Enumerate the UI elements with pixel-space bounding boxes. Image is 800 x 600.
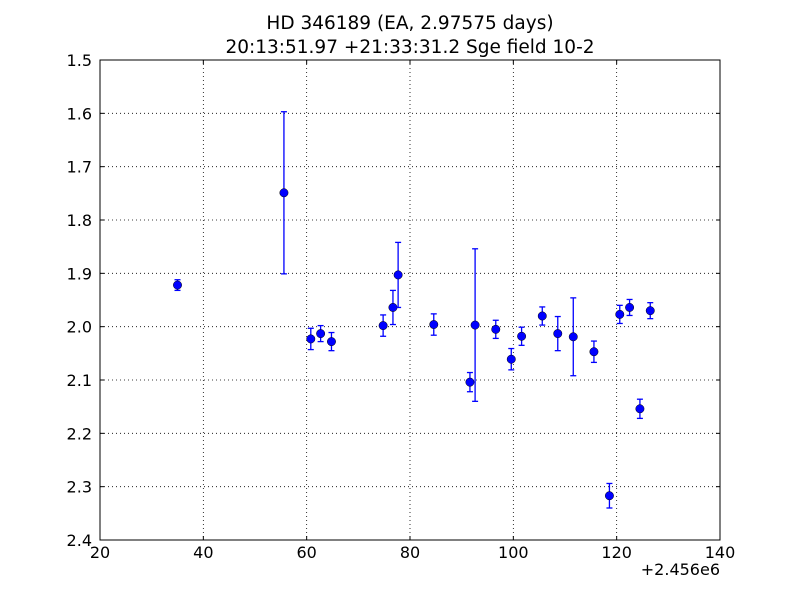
- chart-subtitle: 20:13:51.97 +21:33:31.2 Sge field 10-2: [225, 37, 594, 58]
- x-tick-label: 60: [296, 543, 316, 562]
- data-point: [635, 404, 645, 414]
- y-tick-labels: 1.5 1.6 1.7 1.8 1.9 2.0 2.1 2.2 2.3 2.4: [67, 51, 92, 550]
- data-point: [625, 303, 635, 312]
- x-tick-label: 20: [90, 543, 110, 562]
- data-point: [327, 337, 336, 347]
- data-point: [537, 311, 547, 321]
- data-point: [506, 354, 516, 364]
- y-tick-label: 1.6: [67, 104, 92, 123]
- y-tick-label: 1.7: [67, 158, 92, 177]
- x-tick-label: 140: [705, 543, 736, 562]
- data-point: [393, 270, 403, 280]
- y-tick-label: 2.2: [67, 424, 92, 443]
- data-series: [173, 111, 655, 509]
- y-tick-label: 2.0: [67, 318, 92, 337]
- data-point: [645, 306, 655, 316]
- chart-title: HD 346189 (EA, 2.97575 days): [266, 13, 553, 34]
- data-point: [279, 188, 289, 198]
- y-tick-label: 1.9: [67, 264, 92, 283]
- data-point: [615, 309, 625, 319]
- y-tick-label: 1.5: [67, 51, 92, 70]
- data-point: [517, 331, 527, 341]
- data-point: [306, 334, 316, 344]
- data-point: [568, 332, 578, 342]
- x-tick-labels: 20 40 60 80 100 120 140: [90, 543, 735, 562]
- y-tick-label: 2.1: [67, 371, 92, 390]
- data-point: [491, 324, 501, 334]
- data-point: [553, 329, 563, 339]
- y-tick-label: 2.4: [67, 531, 92, 550]
- data-point: [429, 320, 439, 329]
- grid-lines: [100, 60, 720, 540]
- x-tick-label: 40: [193, 543, 213, 562]
- data-point: [173, 280, 182, 290]
- data-point: [604, 491, 614, 501]
- data-point: [378, 321, 388, 331]
- x-tick-label: 120: [601, 543, 632, 562]
- x-tick-label: 80: [400, 543, 420, 562]
- x-offset-label: +2.456e6: [641, 560, 720, 579]
- data-point: [316, 329, 326, 339]
- axis-ticks: [99, 59, 721, 541]
- y-tick-label: 2.3: [67, 478, 92, 497]
- data-point: [470, 320, 480, 330]
- y-tick-label: 1.8: [67, 211, 92, 230]
- x-tick-label: 100: [498, 543, 529, 562]
- data-point: [465, 377, 475, 387]
- data-point: [589, 347, 599, 357]
